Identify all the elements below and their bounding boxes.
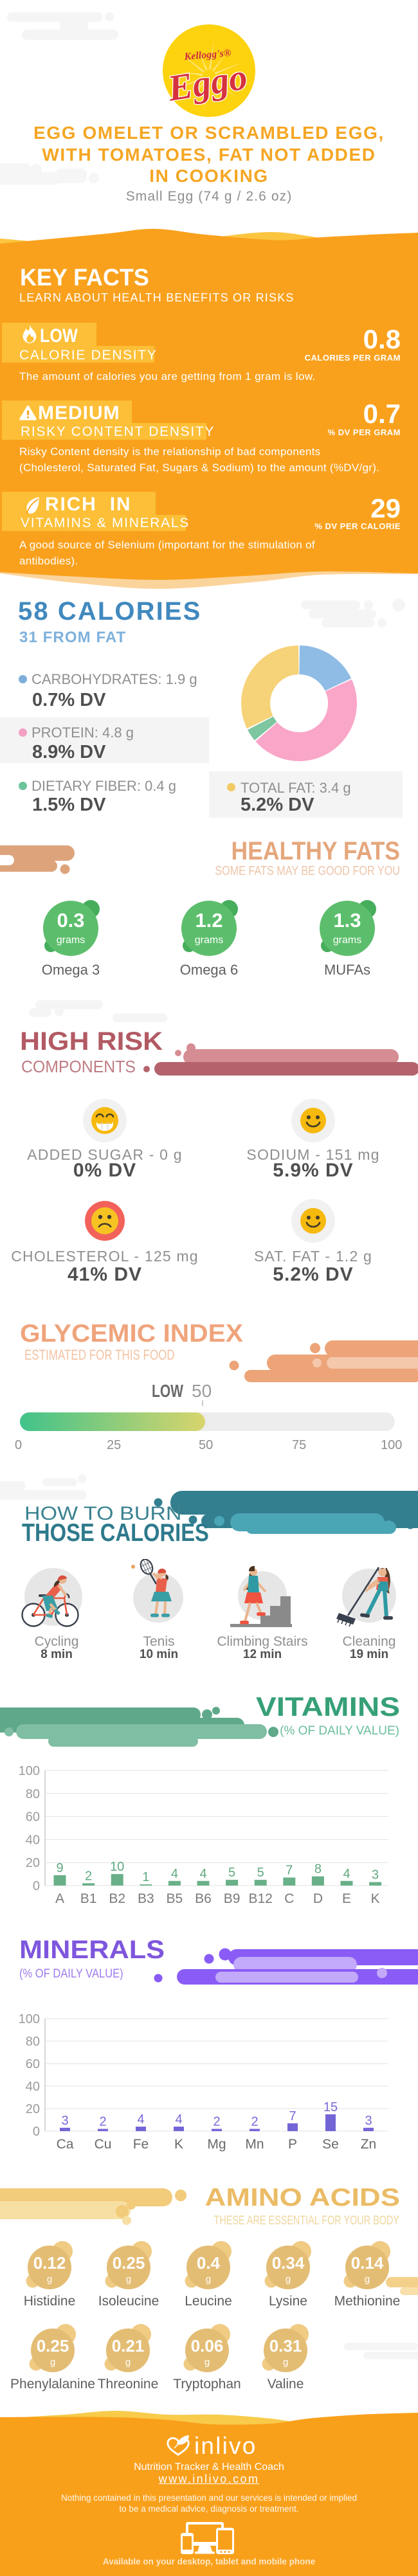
svg-text:100: 100 bbox=[19, 2012, 40, 2026]
svg-text:1: 1 bbox=[142, 1870, 149, 1884]
svg-text:7: 7 bbox=[289, 2109, 296, 2123]
svg-text:10: 10 bbox=[110, 1860, 124, 1874]
svg-text:B3: B3 bbox=[138, 1891, 154, 1906]
svg-text:g: g bbox=[206, 2274, 211, 2285]
svg-text:g: g bbox=[50, 2357, 55, 2368]
svg-text:Mg: Mg bbox=[207, 2137, 226, 2152]
svg-text:2: 2 bbox=[85, 1869, 92, 1883]
svg-text:K: K bbox=[371, 1891, 380, 1906]
svg-text:7: 7 bbox=[286, 1864, 293, 1878]
svg-text:Zn: Zn bbox=[361, 2137, 377, 2152]
svg-text:0.31: 0.31 bbox=[269, 2336, 302, 2355]
svg-text:60: 60 bbox=[26, 1810, 40, 1824]
svg-text:K: K bbox=[174, 2137, 183, 2152]
svg-text:Ca: Ca bbox=[57, 2137, 74, 2152]
svg-text:C: C bbox=[284, 1891, 294, 1906]
svg-text:g: g bbox=[283, 2357, 288, 2368]
svg-text:3: 3 bbox=[61, 2114, 68, 2128]
svg-text:0.12: 0.12 bbox=[33, 2253, 66, 2273]
svg-text:B6: B6 bbox=[195, 1891, 212, 1906]
svg-text:2: 2 bbox=[251, 2115, 258, 2129]
svg-text:P: P bbox=[288, 2137, 297, 2152]
svg-text:100: 100 bbox=[19, 1764, 40, 1778]
svg-text:20: 20 bbox=[26, 1856, 40, 1870]
svg-text:4: 4 bbox=[171, 1867, 178, 1881]
svg-text:Kellogg's®: Kellogg's® bbox=[183, 48, 232, 62]
svg-text:2: 2 bbox=[213, 2115, 220, 2129]
svg-text:80: 80 bbox=[26, 1787, 40, 1801]
svg-text:9: 9 bbox=[56, 1861, 63, 1875]
svg-text:3: 3 bbox=[365, 2114, 372, 2128]
svg-text:0: 0 bbox=[33, 2125, 40, 2139]
svg-text:4: 4 bbox=[175, 2112, 182, 2127]
svg-text:0.06: 0.06 bbox=[191, 2336, 224, 2355]
svg-text:grams: grams bbox=[57, 935, 85, 946]
svg-text:8: 8 bbox=[314, 1862, 322, 1877]
svg-text:60: 60 bbox=[26, 2057, 40, 2071]
svg-text:0: 0 bbox=[33, 1879, 40, 1893]
svg-text:20: 20 bbox=[26, 2102, 40, 2116]
svg-text:0.14: 0.14 bbox=[351, 2253, 384, 2273]
svg-text:0.25: 0.25 bbox=[113, 2253, 145, 2273]
svg-text:0.3: 0.3 bbox=[57, 909, 84, 932]
svg-text:1.2: 1.2 bbox=[195, 909, 223, 932]
svg-text:4: 4 bbox=[199, 1867, 206, 1881]
svg-text:Se: Se bbox=[322, 2137, 339, 2152]
svg-text:B9: B9 bbox=[224, 1891, 241, 1906]
svg-text:grams: grams bbox=[195, 935, 223, 946]
svg-text:5: 5 bbox=[257, 1866, 264, 1880]
svg-text:g: g bbox=[286, 2274, 291, 2285]
svg-text:3: 3 bbox=[372, 1868, 379, 1882]
svg-text:B2: B2 bbox=[109, 1891, 125, 1906]
svg-text:g: g bbox=[365, 2274, 370, 2285]
svg-text:grams: grams bbox=[333, 935, 361, 946]
svg-text:0.25: 0.25 bbox=[37, 2336, 69, 2355]
svg-text:g: g bbox=[126, 2274, 131, 2285]
svg-text:4: 4 bbox=[137, 2112, 144, 2127]
svg-text:0.4: 0.4 bbox=[197, 2253, 221, 2273]
svg-text:B1: B1 bbox=[80, 1891, 97, 1906]
svg-text:15: 15 bbox=[323, 2100, 338, 2114]
svg-text:B12: B12 bbox=[249, 1891, 273, 1906]
svg-text:Cu: Cu bbox=[95, 2137, 112, 2152]
svg-text:Fe: Fe bbox=[133, 2137, 149, 2152]
svg-text:g: g bbox=[47, 2274, 52, 2285]
svg-text:g: g bbox=[125, 2357, 131, 2368]
svg-text:B5: B5 bbox=[167, 1891, 183, 1906]
svg-text:D: D bbox=[313, 1891, 323, 1906]
svg-text:5: 5 bbox=[228, 1866, 235, 1880]
svg-text:0.34: 0.34 bbox=[272, 2253, 305, 2273]
svg-text:E: E bbox=[342, 1891, 351, 1906]
svg-text:g: g bbox=[204, 2357, 210, 2368]
svg-text:0.21: 0.21 bbox=[112, 2336, 145, 2355]
svg-text:A: A bbox=[55, 1891, 64, 1906]
svg-text:40: 40 bbox=[26, 1833, 40, 1847]
svg-text:2: 2 bbox=[99, 2115, 106, 2129]
svg-text:4: 4 bbox=[343, 1867, 350, 1881]
svg-text:1.3: 1.3 bbox=[333, 909, 361, 932]
svg-text:80: 80 bbox=[26, 2035, 40, 2049]
svg-text:Mn: Mn bbox=[245, 2137, 264, 2152]
svg-text:40: 40 bbox=[26, 2080, 40, 2094]
